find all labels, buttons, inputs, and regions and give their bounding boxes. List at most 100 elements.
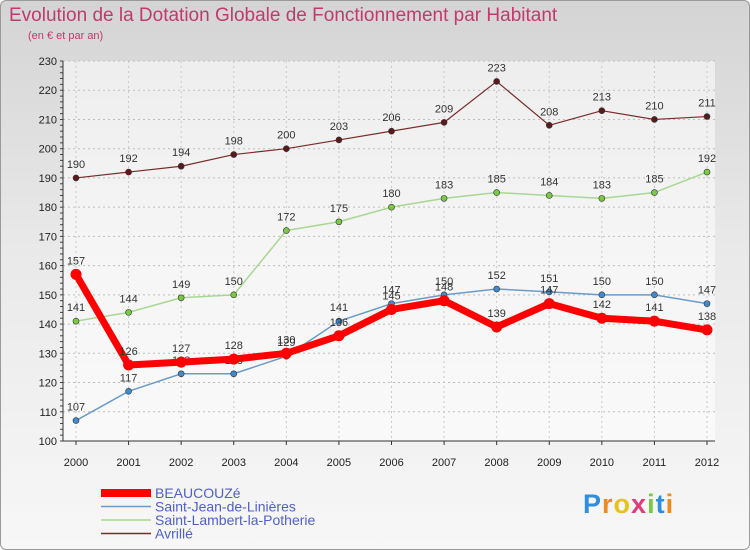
data-label: 144 — [119, 293, 137, 305]
data-label: 150 — [225, 276, 243, 288]
data-label: 150 — [645, 276, 663, 288]
data-label: 142 — [593, 299, 611, 311]
data-point — [493, 189, 500, 196]
data-point — [177, 162, 185, 170]
data-point — [125, 388, 132, 395]
y-tick-label: 220 — [39, 85, 57, 97]
data-point — [543, 298, 555, 310]
data-label: 136 — [330, 317, 348, 329]
y-tick-label: 170 — [39, 231, 57, 243]
data-label: 129 — [277, 337, 295, 349]
data-point — [283, 145, 290, 152]
data-label: 148 — [435, 282, 453, 294]
x-tick-label: 2005 — [327, 457, 351, 469]
data-label: 200 — [277, 130, 295, 142]
data-label: 180 — [382, 188, 400, 200]
data-label: 130 — [277, 334, 295, 346]
logo-letter: o — [613, 489, 632, 519]
logo-letter: P — [583, 489, 603, 519]
data-label: 190 — [67, 159, 85, 171]
data-label: 141 — [645, 302, 663, 314]
data-point — [598, 291, 606, 299]
data-point — [545, 122, 553, 129]
data-point — [545, 288, 553, 296]
x-tick-label: 2006 — [379, 457, 403, 469]
data-point — [440, 195, 448, 202]
logo-letter: t — [655, 489, 666, 519]
legend-label: Avrillé — [155, 526, 193, 542]
data-label: 206 — [382, 112, 400, 124]
data-point — [230, 151, 238, 158]
data-label: 147 — [698, 285, 716, 297]
x-tick-label: 2001 — [116, 457, 140, 469]
data-point — [701, 324, 713, 336]
data-point — [493, 78, 500, 85]
data-point — [651, 189, 658, 196]
data-point — [703, 300, 711, 307]
data-label: 117 — [120, 372, 138, 384]
data-point — [440, 119, 448, 126]
data-label: 203 — [330, 121, 348, 133]
data-point — [228, 353, 240, 365]
x-tick-label: 2011 — [643, 457, 667, 469]
data-point — [333, 330, 345, 342]
data-point — [438, 295, 450, 307]
data-label: 147 — [382, 285, 400, 297]
y-tick-label: 120 — [39, 378, 57, 390]
legend-label: Saint-Jean-de-Linières — [155, 499, 296, 515]
legend-label: Saint-Lambert-la-Potherie — [155, 512, 316, 528]
x-tick-label: 2009 — [537, 457, 561, 469]
y-tick-label: 200 — [39, 144, 57, 156]
y-tick-label: 190 — [39, 173, 57, 185]
chart-title: Evolution de la Dotation Globale de Fonc… — [9, 5, 558, 26]
data-label: 150 — [593, 276, 611, 288]
y-tick-label: 180 — [39, 202, 57, 214]
data-label: 185 — [487, 174, 505, 186]
data-label: 127 — [172, 343, 190, 355]
data-point — [651, 116, 658, 123]
data-point — [598, 107, 606, 114]
y-tick-label: 140 — [39, 319, 57, 331]
data-label: 107 — [67, 402, 85, 414]
data-label: 198 — [225, 136, 243, 148]
data-label: 172 — [277, 212, 295, 224]
data-point — [493, 285, 500, 293]
data-point — [72, 417, 80, 424]
data-point — [70, 268, 82, 280]
data-point — [335, 136, 343, 144]
legend-label: BEAUCOUZé — [155, 485, 241, 501]
data-point — [335, 317, 343, 325]
data-point — [230, 370, 238, 378]
data-label: 157 — [67, 255, 85, 267]
data-label: 150 — [435, 276, 453, 288]
data-point — [386, 303, 397, 315]
data-label: 192 — [698, 153, 716, 165]
y-tick-label: 210 — [39, 114, 57, 126]
data-label: 213 — [593, 92, 611, 104]
data-point — [703, 113, 711, 120]
y-tick-label: 150 — [39, 290, 57, 302]
data-label: 209 — [435, 103, 453, 115]
logo-letter: x — [631, 489, 648, 519]
x-tick-label: 2010 — [590, 457, 614, 469]
data-label: 151 — [540, 273, 558, 285]
y-tick-label: 100 — [39, 436, 57, 448]
data-point — [125, 168, 132, 176]
data-point — [703, 168, 711, 176]
data-label: 211 — [698, 98, 716, 110]
data-point — [335, 218, 343, 226]
x-tick-label: 2002 — [169, 457, 193, 469]
data-point — [72, 317, 80, 325]
x-tick-label: 2004 — [274, 457, 298, 469]
y-tick-label: 230 — [39, 56, 57, 68]
data-point — [598, 195, 606, 202]
data-label: 145 — [382, 290, 400, 302]
data-point — [283, 227, 290, 234]
data-point — [175, 356, 187, 368]
y-tick-label: 130 — [39, 348, 57, 360]
data-point — [177, 294, 185, 302]
data-point — [123, 359, 135, 371]
chart-subtitle: (en € et par an) — [28, 30, 104, 42]
